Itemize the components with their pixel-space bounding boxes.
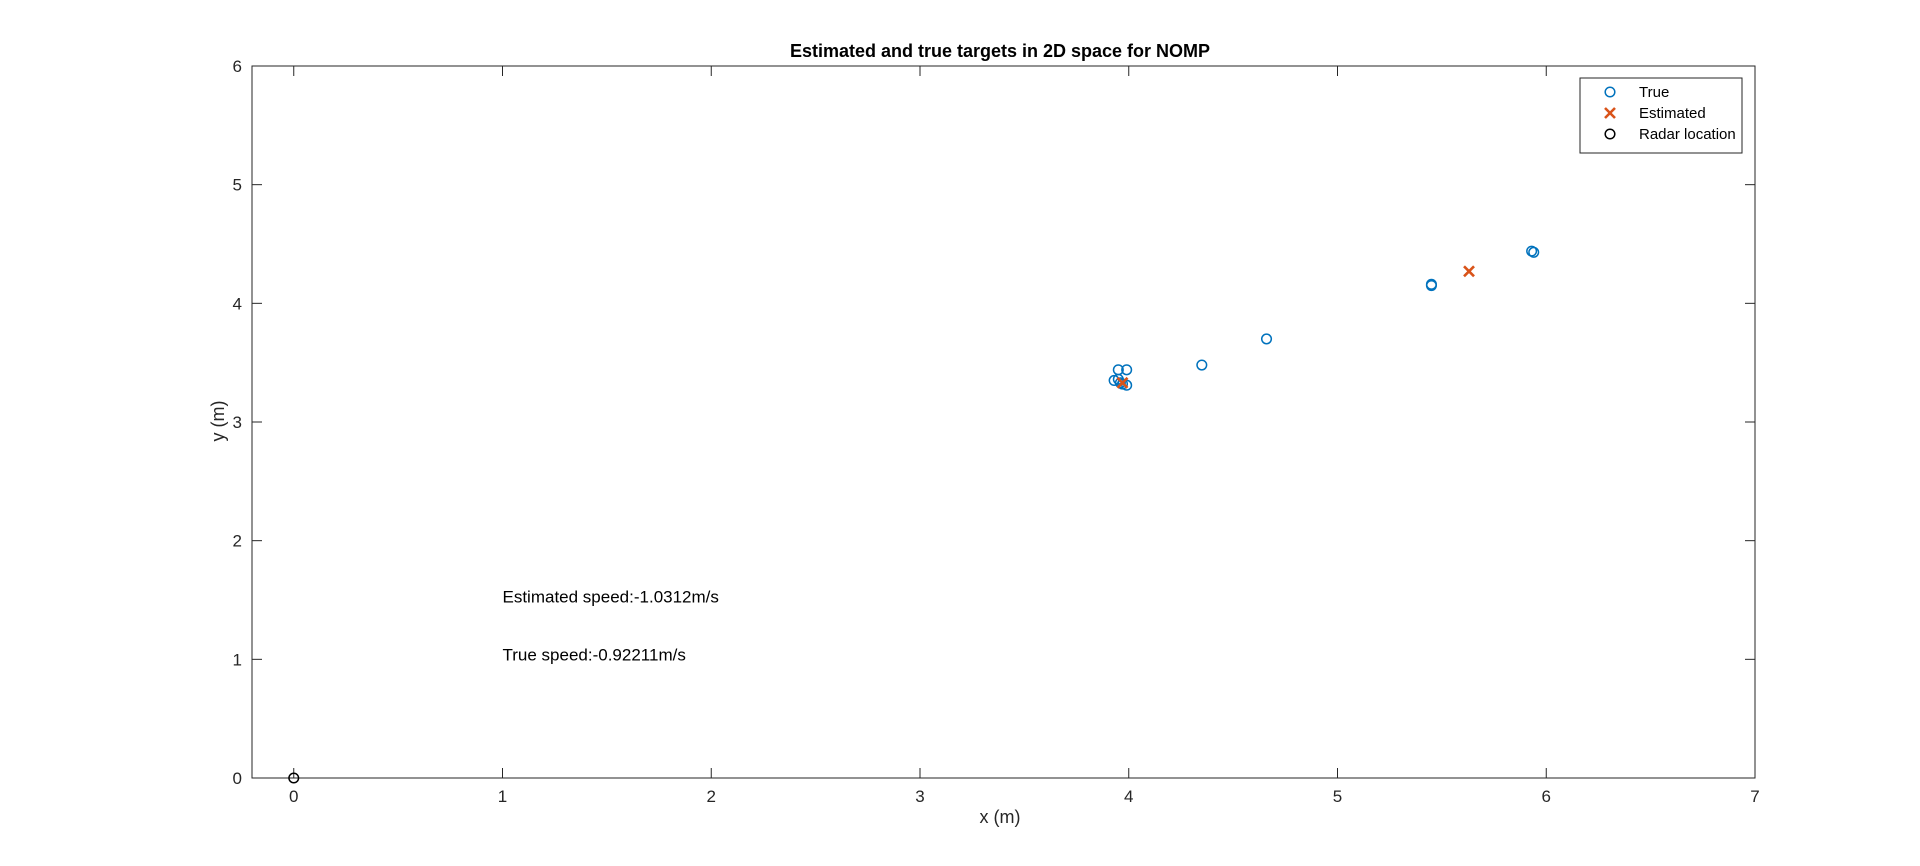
x-tick-label: 7 (1750, 787, 1759, 806)
x-tick-label: 6 (1542, 787, 1551, 806)
data-point-true (1260, 333, 1273, 345)
speed-annotation: Estimated speed:-1.0312m/s (503, 587, 719, 606)
speed-annotation: True speed:-0.92211m/s (503, 646, 686, 665)
data-point-true (1526, 245, 1538, 257)
data-point-true (1121, 364, 1133, 376)
y-tick-label: 4 (233, 294, 242, 313)
annotations: Estimated speed:-1.0312m/s True speed:-0.… (503, 587, 719, 664)
legend-label-radar-location: Radar location (1639, 126, 1736, 143)
legend-marker-radar-location (1604, 128, 1616, 140)
y-tick-label: 6 (233, 57, 242, 76)
x-tick-label: 1 (498, 787, 507, 806)
y-tick-label: 3 (233, 413, 242, 432)
legend-marker-true (1604, 86, 1616, 98)
x-tick-label: 5 (1333, 787, 1342, 806)
data-point-true (1425, 278, 1437, 290)
y-tick-label: 1 (233, 650, 242, 669)
y-axis-label: y (m) (208, 401, 228, 442)
x-tick-label: 4 (1124, 787, 1133, 806)
data-point-true (1528, 246, 1540, 258)
y-tick-label: 0 (233, 769, 242, 788)
legend-label-true: True (1639, 84, 1669, 101)
legend-marker-estimated-stroke (1604, 107, 1616, 119)
x-axis-label: x (m) (980, 807, 1021, 827)
data-point-true (1196, 359, 1208, 371)
plot-area-box (251, 65, 1756, 779)
data-point-estimated (1116, 376, 1129, 389)
legend-label-estimated: Estimated (1639, 105, 1706, 122)
data-point-true (1114, 377, 1126, 389)
data-point-radar-location (288, 772, 300, 784)
x-tick-label: 3 (915, 787, 924, 806)
data-point-estimated-stroke (1116, 376, 1129, 389)
y-tick-label: 5 (233, 176, 242, 195)
plot-axes: 0 1 2 3 4 5 6 7 0 1 2 3 4 5 6 (233, 57, 1760, 806)
legend: True Estimated Radar location (1579, 77, 1743, 154)
chart-title: Estimated and true targets in 2D space f… (790, 41, 1210, 61)
data-marks (288, 245, 1540, 784)
data-point-estimated-stroke (1463, 265, 1475, 278)
x-tick-label: 2 (707, 787, 716, 806)
y-tick-label: 2 (233, 532, 242, 551)
x-tick-label: 0 (289, 787, 298, 806)
legend-marker-estimated (1604, 107, 1616, 119)
data-point-estimated (1463, 265, 1475, 278)
